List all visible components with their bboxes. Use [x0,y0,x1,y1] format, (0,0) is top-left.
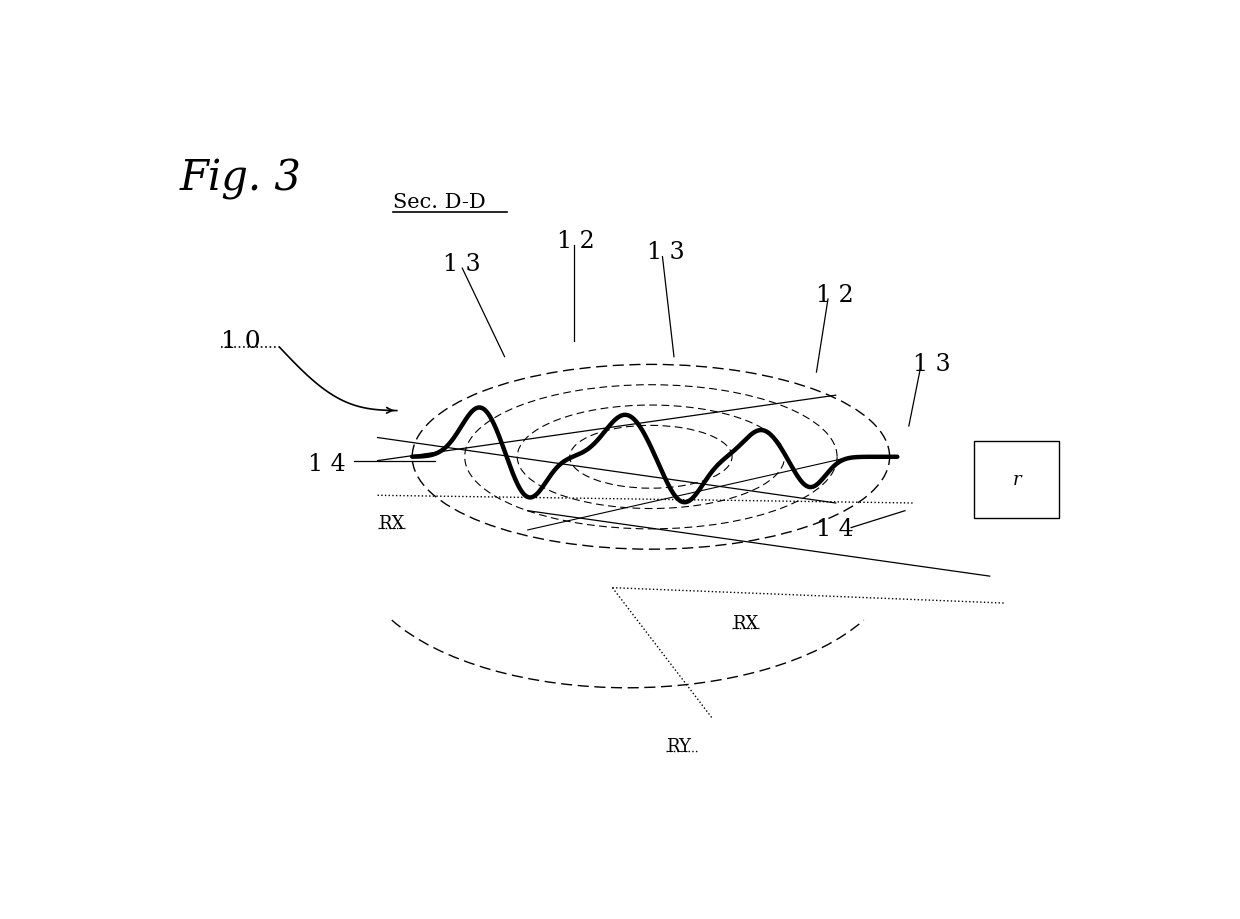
Text: RY: RY [666,738,691,755]
Text: Sec. D-D: Sec. D-D [393,193,486,212]
Text: r: r [1012,471,1021,489]
Text: 1 3: 1 3 [647,241,684,264]
Bar [975,441,1059,518]
Text: 1 3: 1 3 [443,253,481,276]
Text: 1 4: 1 4 [816,518,854,541]
Text: 1 2: 1 2 [816,284,854,307]
Text: 1 2: 1 2 [557,230,595,253]
Text: Fig. 3: Fig. 3 [180,158,301,200]
Text: 1 4: 1 4 [309,453,346,476]
Text: 1 0: 1 0 [221,330,260,353]
Text: 1 3: 1 3 [913,353,950,376]
Text: RX: RX [377,515,404,532]
Text: RX: RX [732,615,758,632]
